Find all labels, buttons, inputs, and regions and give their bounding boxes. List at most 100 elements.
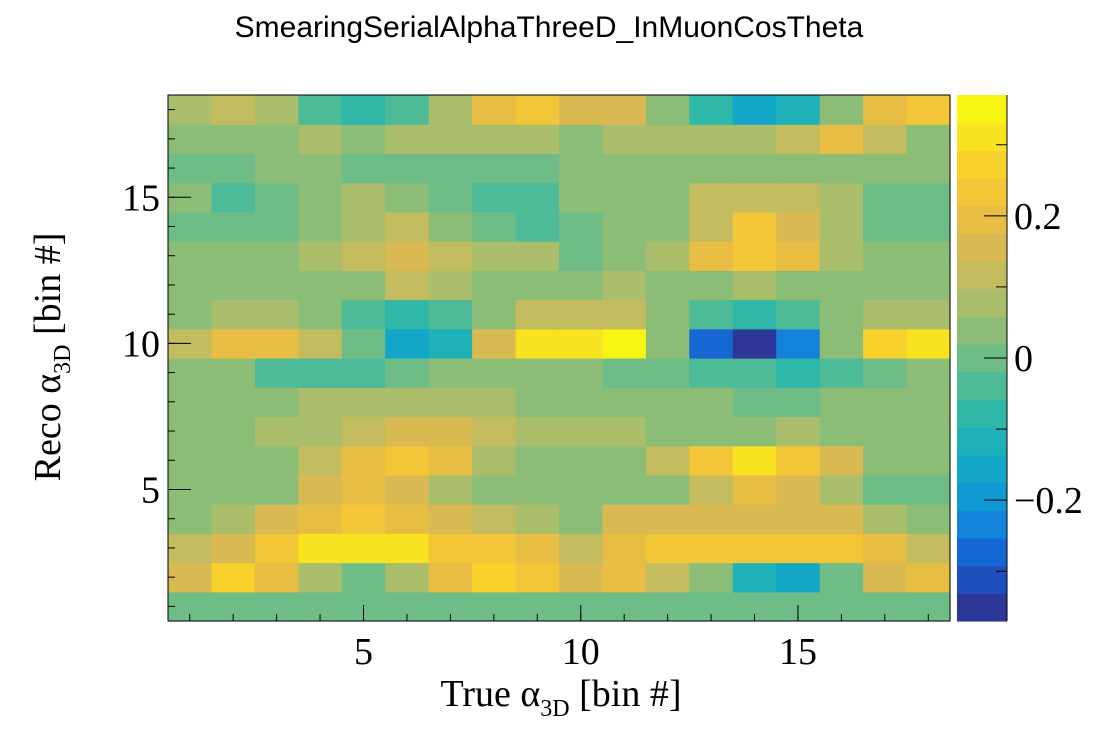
heatmap-cell [341, 445, 386, 476]
heatmap-cell [168, 416, 213, 447]
heatmap-cell [211, 445, 256, 476]
heatmap-cell [906, 533, 951, 564]
heatmap-cell [341, 387, 386, 418]
heatmap-cell [732, 182, 777, 213]
heatmap-cell [385, 95, 430, 125]
heatmap-cell [602, 387, 647, 418]
heatmap-cell [559, 358, 604, 388]
heatmap-cell [645, 182, 690, 213]
heatmap-cell [559, 299, 604, 330]
heatmap-cell [385, 241, 430, 271]
heatmap-cell [428, 445, 473, 476]
heatmap-cell [385, 416, 430, 447]
heatmap-cell [298, 299, 343, 330]
heatmap-cell [559, 416, 604, 447]
heatmap-cell [341, 270, 386, 301]
heatmap-cell [689, 241, 734, 271]
heatmap-cell [472, 387, 517, 418]
heatmap-cell [254, 299, 299, 330]
heatmap-cell [254, 211, 299, 242]
heatmap-cell [298, 182, 343, 213]
heatmap-cell [254, 562, 299, 593]
chart-title: SmearingSerialAlphaThreeD_InMuonCosTheta [235, 11, 864, 44]
z-tick-label: 0 [1014, 338, 1033, 380]
heatmap-cell [602, 416, 647, 447]
heatmap-cell [211, 358, 256, 388]
y-axis: 5 10 15 [122, 109, 191, 607]
heatmap-cell [819, 328, 864, 359]
heatmap-cell [385, 445, 430, 476]
heatmap-cell [211, 299, 256, 330]
heatmap-cell [906, 387, 951, 418]
heatmap-cell [298, 358, 343, 388]
heatmap-cell [645, 562, 690, 593]
color-scale-segment [957, 261, 1007, 290]
heatmap-cell [863, 562, 908, 593]
heatmap-cell [689, 124, 734, 155]
heatmap-cell [254, 328, 299, 359]
color-scale-segment [957, 565, 1007, 594]
heatmap-cell [341, 328, 386, 359]
x-axis-title: True α3D [bin #] [440, 673, 681, 722]
heatmap-cell [732, 211, 777, 242]
heatmap-cell [254, 504, 299, 534]
color-scale-segment [957, 482, 1007, 511]
heatmap-cell [819, 474, 864, 505]
heatmap-cell [906, 358, 951, 388]
heatmap-cell [515, 153, 560, 184]
color-scale-segment [957, 316, 1007, 345]
heatmap-cell [341, 241, 386, 271]
heatmap-cell [428, 299, 473, 330]
heatmap-cell [385, 182, 430, 213]
heatmap-cell [645, 95, 690, 125]
heatmap-cell [385, 153, 430, 184]
heatmap-cell [732, 416, 777, 447]
heatmap-cell [168, 241, 213, 271]
heatmap-cell [472, 241, 517, 271]
heatmap-cell [515, 124, 560, 155]
heatmap-cell [863, 153, 908, 184]
heatmap-cell [776, 182, 821, 213]
y-tick-label: 10 [122, 323, 160, 365]
color-scale-segment [957, 95, 1007, 124]
heatmap-cell [863, 182, 908, 213]
heatmap-cell [819, 533, 864, 564]
heatmap-cell [168, 504, 213, 534]
heatmap-cell [863, 387, 908, 418]
heatmap-cell [559, 270, 604, 301]
heatmap-cell [428, 358, 473, 388]
heatmap-cell [428, 387, 473, 418]
heatmap-cell [428, 270, 473, 301]
heatmap-cell [254, 270, 299, 301]
heatmap-cell [254, 533, 299, 564]
heatmap-cell [689, 533, 734, 564]
heatmap-cell [341, 562, 386, 593]
heatmap-cell [428, 182, 473, 213]
heatmap-cell [776, 95, 821, 125]
heatmap-cell [819, 95, 864, 125]
heatmap-cell [906, 504, 951, 534]
heatmap-cell [515, 358, 560, 388]
heatmap-cell [819, 182, 864, 213]
heatmap-cell [385, 299, 430, 330]
heatmap-cell [254, 474, 299, 505]
heatmap-cell [472, 474, 517, 505]
heatmap-cell [341, 474, 386, 505]
heatmap-cell [602, 504, 647, 534]
heatmap-cell [515, 474, 560, 505]
heatmap-cell [515, 445, 560, 476]
heatmap-cell [211, 270, 256, 301]
heatmap-cell [819, 270, 864, 301]
heatmap-cell [254, 95, 299, 125]
heatmap-cell [689, 474, 734, 505]
heatmap-cell [472, 328, 517, 359]
color-scale-segment [957, 454, 1007, 484]
heatmap-cell [776, 562, 821, 593]
heatmap-cell [341, 504, 386, 534]
heatmap-cell [602, 533, 647, 564]
heatmap-cell [645, 241, 690, 271]
heatmap-cell [776, 299, 821, 330]
heatmap-cell [776, 416, 821, 447]
heatmap-cell [645, 328, 690, 359]
